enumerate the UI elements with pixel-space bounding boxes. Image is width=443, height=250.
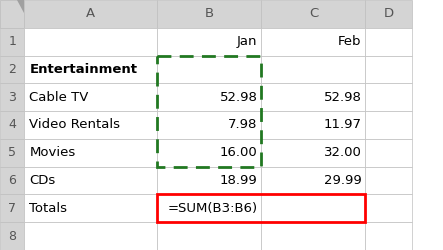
Bar <box>365 28 412 56</box>
Bar <box>365 194 412 222</box>
Text: Cable TV: Cable TV <box>29 91 89 104</box>
Bar <box>365 56 412 83</box>
Bar <box>0 167 24 194</box>
Bar <box>0 111 24 139</box>
Text: 6: 6 <box>8 174 16 187</box>
Bar <box>157 194 261 222</box>
Bar <box>261 28 365 56</box>
Bar <box>261 194 365 222</box>
Bar <box>0 0 24 28</box>
Bar <box>365 111 412 139</box>
Bar <box>261 139 365 167</box>
Text: C: C <box>309 8 318 20</box>
Text: 7: 7 <box>8 202 16 215</box>
Bar <box>157 167 261 194</box>
Text: 3: 3 <box>8 91 16 104</box>
Text: 4: 4 <box>8 118 16 132</box>
Text: 52.98: 52.98 <box>323 91 361 104</box>
Bar <box>24 167 157 194</box>
Text: 5: 5 <box>8 146 16 159</box>
Bar <box>157 83 261 111</box>
Bar <box>261 0 365 28</box>
Bar <box>365 0 412 28</box>
Bar <box>0 28 24 56</box>
Text: 32.00: 32.00 <box>323 146 361 159</box>
Text: 2: 2 <box>8 63 16 76</box>
Bar <box>157 28 261 56</box>
Text: 16.00: 16.00 <box>220 146 257 159</box>
Bar <box>24 139 157 167</box>
Text: 11.97: 11.97 <box>323 118 361 132</box>
Bar <box>24 56 157 83</box>
Text: Movies: Movies <box>29 146 76 159</box>
Text: =SUM(B3:B6): =SUM(B3:B6) <box>167 202 257 215</box>
Text: Totals: Totals <box>29 202 67 215</box>
Bar <box>24 83 157 111</box>
Text: 18.99: 18.99 <box>220 174 257 187</box>
Bar <box>261 167 365 194</box>
Text: 52.98: 52.98 <box>219 91 257 104</box>
Text: 29.99: 29.99 <box>324 174 361 187</box>
Bar <box>365 167 412 194</box>
Bar <box>0 194 24 222</box>
Bar <box>261 222 365 250</box>
Text: A: A <box>86 8 95 20</box>
Bar <box>261 56 365 83</box>
Bar <box>0 222 24 250</box>
Text: D: D <box>384 8 394 20</box>
Bar <box>157 56 261 83</box>
Text: Feb: Feb <box>338 35 361 48</box>
Bar <box>0 83 24 111</box>
Bar <box>157 56 261 167</box>
Bar <box>24 222 157 250</box>
Bar <box>24 111 157 139</box>
Bar <box>0 0 24 28</box>
Text: 1: 1 <box>8 35 16 48</box>
Bar <box>24 28 157 56</box>
Text: Video Rentals: Video Rentals <box>29 118 120 132</box>
Bar <box>157 194 365 222</box>
Text: 7.98: 7.98 <box>228 118 257 132</box>
Bar <box>157 111 261 139</box>
Polygon shape <box>17 0 24 12</box>
Text: Jan: Jan <box>237 35 257 48</box>
Text: Entertainment: Entertainment <box>29 63 137 76</box>
Bar <box>24 194 157 222</box>
Bar <box>365 222 412 250</box>
Bar <box>0 139 24 167</box>
Bar <box>157 222 261 250</box>
Text: CDs: CDs <box>29 174 56 187</box>
Bar <box>157 0 261 28</box>
Bar <box>157 139 261 167</box>
Bar <box>24 0 157 28</box>
Bar <box>261 111 365 139</box>
Bar <box>261 83 365 111</box>
Bar <box>0 56 24 83</box>
Text: B: B <box>205 8 214 20</box>
Bar <box>365 139 412 167</box>
Bar <box>365 83 412 111</box>
Text: 8: 8 <box>8 230 16 242</box>
